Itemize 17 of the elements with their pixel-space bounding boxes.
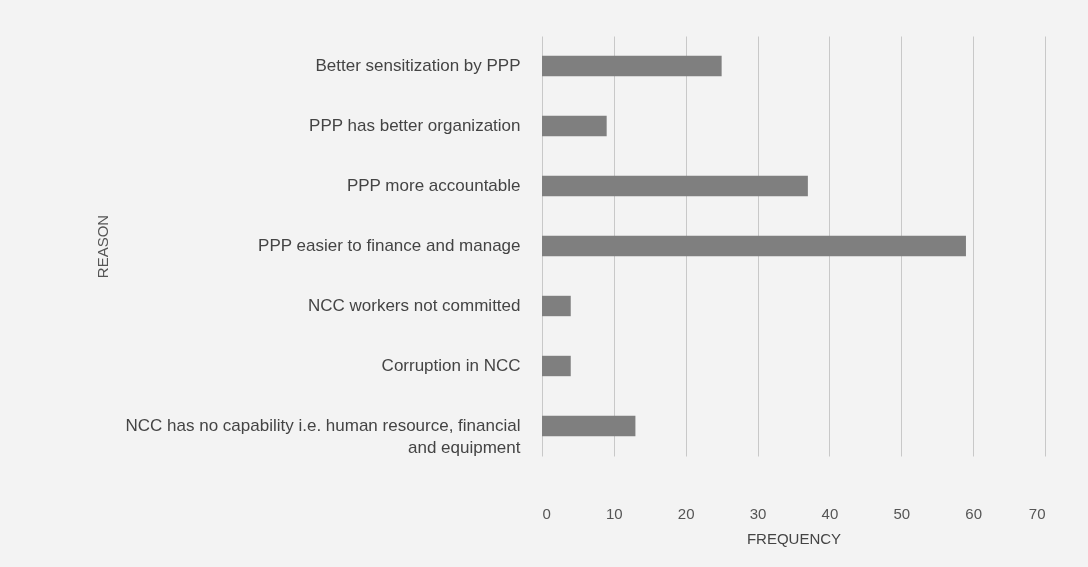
x-tick-label: 60 [965, 504, 982, 522]
x-axis-title: FREQUENCY [746, 529, 842, 547]
x-tick-label: 10 [606, 504, 623, 522]
y-tick-label: PPP has better organization [309, 116, 521, 135]
x-tick-label: 50 [893, 504, 911, 522]
y-tick-label: PPP more accountable [346, 176, 521, 195]
x-tick-label: 40 [821, 504, 839, 522]
y-tick-label: PPP easier to finance and manage [258, 236, 521, 255]
y-tick-label: Better sensitization by PPP [315, 56, 521, 75]
y-tick-label: NCC workers not committed [307, 296, 521, 315]
y-tick-label: NCC has no capability i.e. human resource, financial and equipment [125, 416, 521, 457]
x-tick-label: 20 [677, 504, 695, 522]
x-tick-label: 70 [1028, 504, 1046, 522]
y-tick-label: Corruption in NCC [381, 356, 521, 375]
y-axis-title: REASON [93, 214, 111, 279]
x-tick-label: 0 [542, 504, 551, 522]
x-tick-label: 30 [749, 504, 767, 522]
